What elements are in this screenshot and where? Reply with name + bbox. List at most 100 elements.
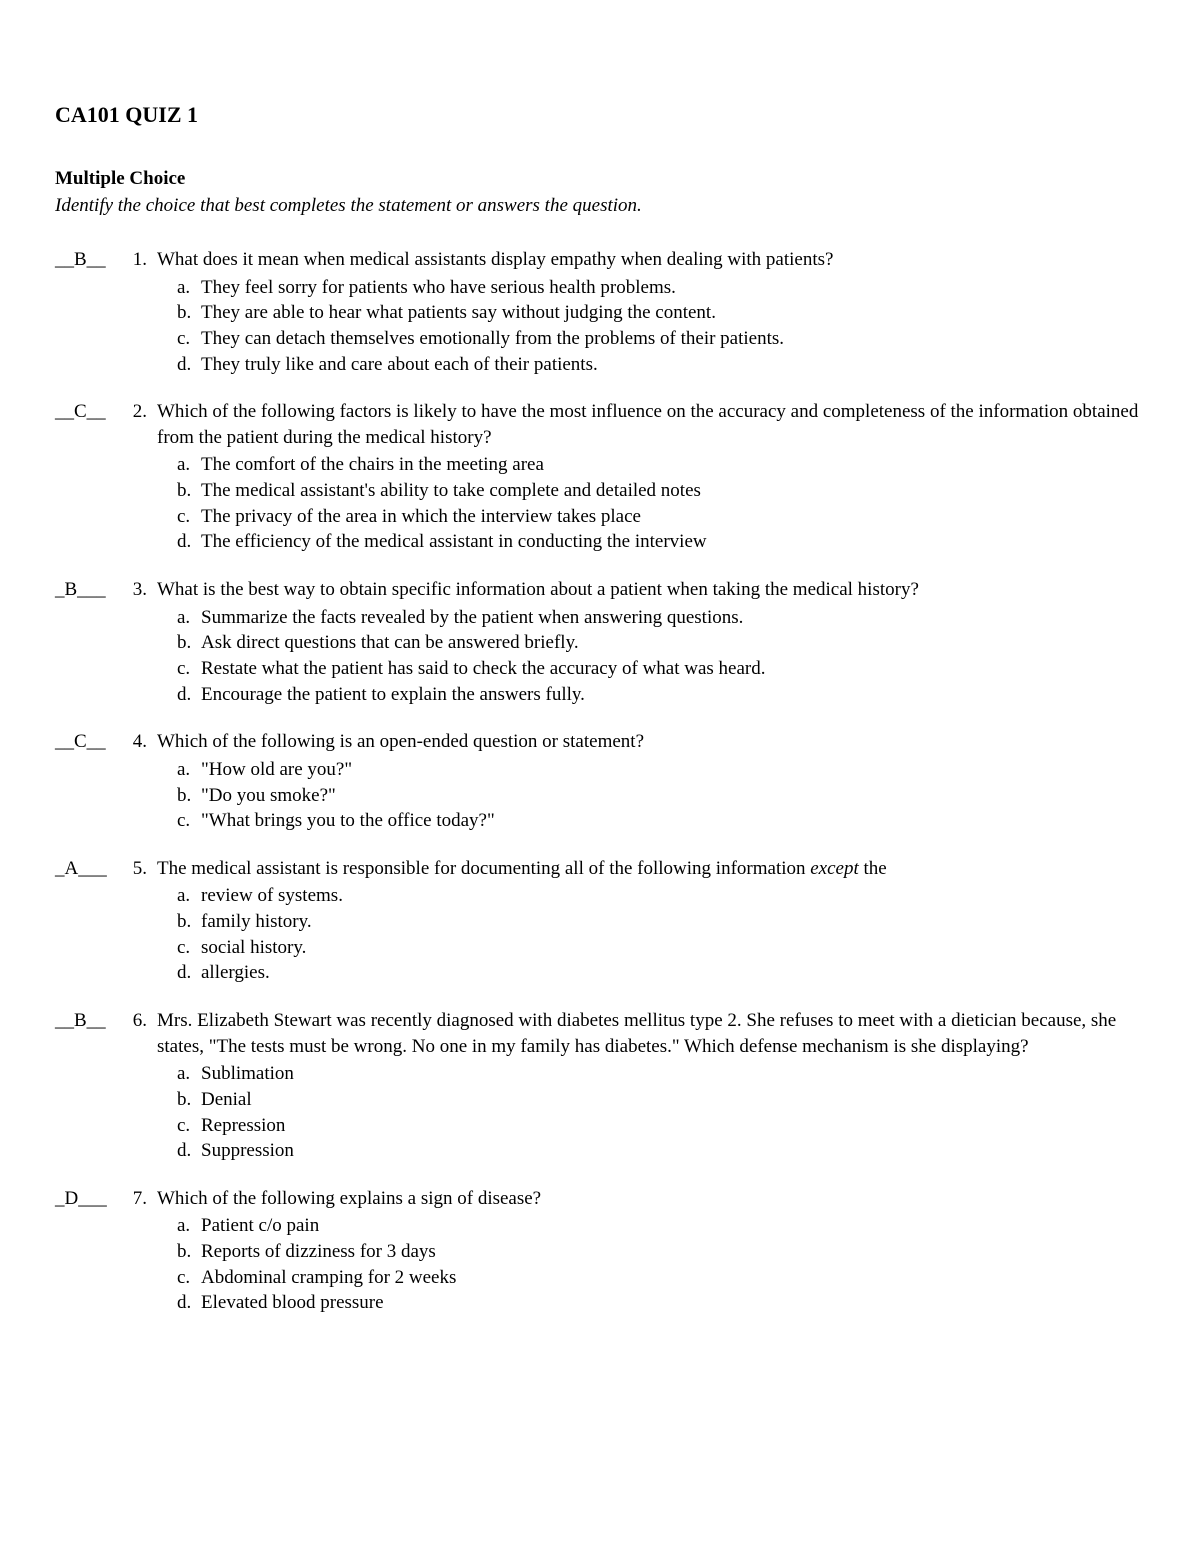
choice-row: c.social history. — [177, 935, 1145, 961]
choice-row: d.The efficiency of the medical assistan… — [177, 529, 1145, 555]
choice-row: c.Restate what the patient has said to c… — [177, 656, 1145, 682]
question-text: Which of the following explains a sign o… — [157, 1186, 1145, 1212]
question-content: Which of the following factors is likely… — [157, 399, 1145, 555]
question-text-main: Which of the following factors is likely… — [157, 401, 1138, 448]
choices-list: a.Sublimationb.Denialc.Repressiond.Suppr… — [157, 1061, 1145, 1164]
choice-row: b.family history. — [177, 909, 1145, 935]
choice-row: a.Summarize the facts revealed by the pa… — [177, 605, 1145, 631]
choice-row: a."How old are you?" — [177, 757, 1145, 783]
choices-list: a.They feel sorry for patients who have … — [157, 275, 1145, 378]
choice-text: "Do you smoke?" — [201, 783, 1145, 809]
answer-blank: __C__ — [55, 729, 125, 834]
choice-row: a.review of systems. — [177, 883, 1145, 909]
choice-letter: c. — [177, 504, 201, 530]
choice-letter: d. — [177, 1138, 201, 1164]
choices-list: a.The comfort of the chairs in the meeti… — [157, 452, 1145, 555]
question-content: What is the best way to obtain specific … — [157, 577, 1145, 707]
choice-text: Repression — [201, 1113, 1145, 1139]
choice-text: review of systems. — [201, 883, 1145, 909]
question-text: Mrs. Elizabeth Stewart was recently diag… — [157, 1008, 1145, 1059]
question-block: _B___3.What is the best way to obtain sp… — [55, 577, 1145, 707]
choice-text: family history. — [201, 909, 1145, 935]
question-text-main: What does it mean when medical assistant… — [157, 249, 833, 270]
question-block: _D___7.Which of the following explains a… — [55, 1186, 1145, 1316]
question-number: 5. — [125, 856, 157, 986]
choice-row: b.Ask direct questions that can be answe… — [177, 630, 1145, 656]
choice-letter: a. — [177, 452, 201, 478]
question-text-suffix: the — [859, 858, 887, 879]
choice-text: Patient c/o pain — [201, 1213, 1145, 1239]
choice-row: b."Do you smoke?" — [177, 783, 1145, 809]
section-header: Multiple Choice — [55, 166, 1145, 192]
choice-text: "How old are you?" — [201, 757, 1145, 783]
choice-text: Sublimation — [201, 1061, 1145, 1087]
choice-row: a.Sublimation — [177, 1061, 1145, 1087]
choice-letter: d. — [177, 352, 201, 378]
question-block: __C__2.Which of the following factors is… — [55, 399, 1145, 555]
choice-row: c.The privacy of the area in which the i… — [177, 504, 1145, 530]
choice-letter: b. — [177, 1087, 201, 1113]
choice-letter: a. — [177, 757, 201, 783]
choice-letter: d. — [177, 1290, 201, 1316]
choice-text: They truly like and care about each of t… — [201, 352, 1145, 378]
question-text-main: The medical assistant is responsible for… — [157, 858, 810, 879]
choice-text: Suppression — [201, 1138, 1145, 1164]
choice-text: Denial — [201, 1087, 1145, 1113]
instructions: Identify the choice that best completes … — [55, 193, 1145, 219]
choice-letter: a. — [177, 275, 201, 301]
choice-text: Ask direct questions that can be answere… — [201, 630, 1145, 656]
choice-text: Summarize the facts revealed by the pati… — [201, 605, 1145, 631]
choice-letter: a. — [177, 1213, 201, 1239]
question-content: The medical assistant is responsible for… — [157, 856, 1145, 986]
choice-text: Elevated blood pressure — [201, 1290, 1145, 1316]
question-number: 6. — [125, 1008, 157, 1164]
answer-blank: _A___ — [55, 856, 125, 986]
choice-row: b.Reports of dizziness for 3 days — [177, 1239, 1145, 1265]
choice-text: The privacy of the area in which the int… — [201, 504, 1145, 530]
choice-letter: c. — [177, 935, 201, 961]
question-number: 7. — [125, 1186, 157, 1316]
choice-letter: a. — [177, 883, 201, 909]
question-content: Mrs. Elizabeth Stewart was recently diag… — [157, 1008, 1145, 1164]
choice-text: Restate what the patient has said to che… — [201, 656, 1145, 682]
question-text: Which of the following is an open-ended … — [157, 729, 1145, 755]
question-number: 3. — [125, 577, 157, 707]
choice-letter: b. — [177, 909, 201, 935]
choice-row: a.They feel sorry for patients who have … — [177, 275, 1145, 301]
choice-text: social history. — [201, 935, 1145, 961]
questions-container: __B__1.What does it mean when medical as… — [55, 247, 1145, 1316]
question-content: Which of the following is an open-ended … — [157, 729, 1145, 834]
question-text-main: What is the best way to obtain specific … — [157, 579, 919, 600]
question-text: What is the best way to obtain specific … — [157, 577, 1145, 603]
choice-text: They are able to hear what patients say … — [201, 300, 1145, 326]
choice-letter: c. — [177, 808, 201, 834]
choice-row: d.Encourage the patient to explain the a… — [177, 682, 1145, 708]
quiz-title: CA101 QUIZ 1 — [55, 100, 1145, 130]
choice-letter: b. — [177, 783, 201, 809]
choice-letter: c. — [177, 656, 201, 682]
choice-row: c.They can detach themselves emotionally… — [177, 326, 1145, 352]
question-text: Which of the following factors is likely… — [157, 399, 1145, 450]
choice-text: The efficiency of the medical assistant … — [201, 529, 1145, 555]
answer-blank: _B___ — [55, 577, 125, 707]
choice-row: c.Repression — [177, 1113, 1145, 1139]
choice-letter: d. — [177, 682, 201, 708]
question-block: _A___5.The medical assistant is responsi… — [55, 856, 1145, 986]
question-block: __B__1.What does it mean when medical as… — [55, 247, 1145, 377]
choice-row: d.Suppression — [177, 1138, 1145, 1164]
choice-row: d.Elevated blood pressure — [177, 1290, 1145, 1316]
answer-blank: __B__ — [55, 1008, 125, 1164]
choice-letter: a. — [177, 605, 201, 631]
choice-row: a.Patient c/o pain — [177, 1213, 1145, 1239]
choice-letter: b. — [177, 300, 201, 326]
choice-text: Encourage the patient to explain the ans… — [201, 682, 1145, 708]
choices-list: a."How old are you?"b."Do you smoke?"c."… — [157, 757, 1145, 834]
choice-letter: a. — [177, 1061, 201, 1087]
question-text-main: Which of the following is an open-ended … — [157, 731, 644, 752]
question-text-italic: except — [810, 858, 859, 879]
choice-letter: c. — [177, 1113, 201, 1139]
question-text: The medical assistant is responsible for… — [157, 856, 1145, 882]
choice-text: "What brings you to the office today?" — [201, 808, 1145, 834]
choice-letter: b. — [177, 1239, 201, 1265]
choice-text: Abdominal cramping for 2 weeks — [201, 1265, 1145, 1291]
